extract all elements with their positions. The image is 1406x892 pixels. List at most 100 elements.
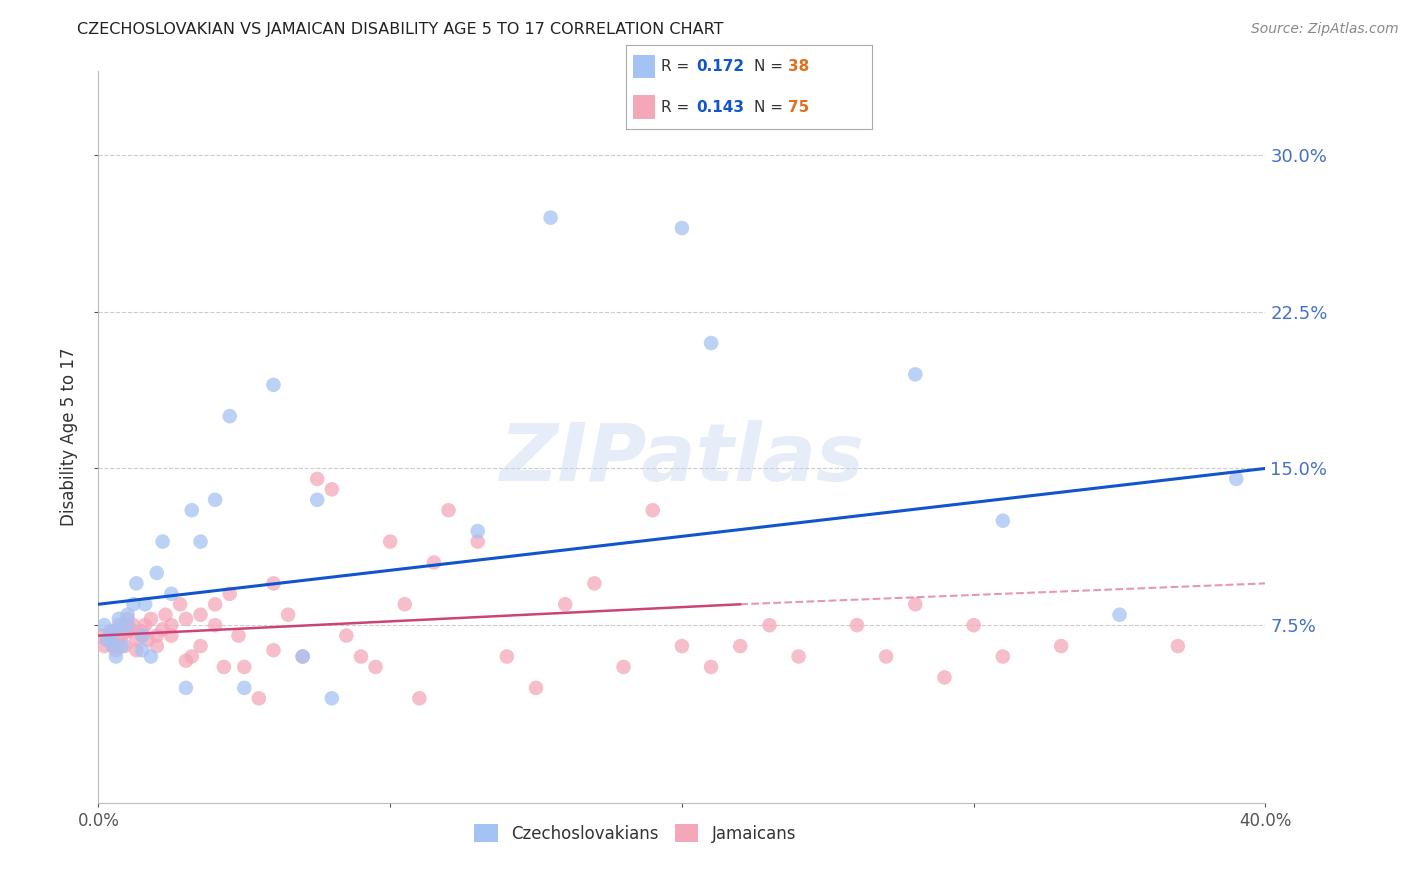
Point — [204, 618, 226, 632]
Point — [139, 649, 162, 664]
Point — [467, 534, 489, 549]
Point — [174, 654, 197, 668]
Point — [96, 632, 118, 647]
Point — [125, 643, 148, 657]
Point — [524, 681, 547, 695]
Point — [307, 472, 329, 486]
Legend: Czechoslovakians, Jamaicans: Czechoslovakians, Jamaicans — [468, 818, 803, 849]
Text: ZIPatlas: ZIPatlas — [499, 420, 865, 498]
Point — [114, 639, 136, 653]
Point — [180, 503, 202, 517]
Point — [380, 534, 402, 549]
Point — [139, 612, 162, 626]
Point — [204, 597, 226, 611]
Point — [131, 643, 153, 657]
Bar — [633, 95, 655, 120]
Point — [98, 624, 121, 639]
Point — [700, 336, 723, 351]
Y-axis label: Disability Age 5 to 17: Disability Age 5 to 17 — [60, 348, 79, 526]
Point — [408, 691, 430, 706]
Point — [120, 623, 142, 637]
Point — [190, 534, 212, 549]
Point — [263, 576, 285, 591]
Point — [1108, 607, 1130, 622]
Point — [155, 607, 177, 622]
Point — [233, 681, 256, 695]
Point — [307, 492, 329, 507]
Point — [108, 623, 131, 637]
Point — [321, 483, 343, 497]
Point — [174, 681, 197, 695]
Bar — [633, 54, 655, 78]
Text: CZECHOSLOVAKIAN VS JAMAICAN DISABILITY AGE 5 TO 17 CORRELATION CHART: CZECHOSLOVAKIAN VS JAMAICAN DISABILITY A… — [77, 22, 724, 37]
Point — [321, 691, 343, 706]
Point — [291, 649, 314, 664]
Point — [117, 607, 139, 622]
Point — [204, 492, 226, 507]
Text: R =: R = — [661, 100, 695, 115]
Point — [117, 624, 139, 639]
Point — [730, 639, 752, 653]
Point — [394, 597, 416, 611]
Point — [131, 629, 153, 643]
Point — [117, 612, 139, 626]
Point — [263, 643, 285, 657]
Point — [174, 612, 197, 626]
Point — [247, 691, 270, 706]
Text: 75: 75 — [787, 100, 810, 115]
Text: R =: R = — [661, 59, 695, 74]
Point — [1050, 639, 1073, 653]
Point — [101, 639, 124, 653]
Point — [875, 649, 897, 664]
Point — [613, 660, 636, 674]
Point — [131, 629, 153, 643]
Point — [96, 632, 118, 647]
Point — [1225, 472, 1247, 486]
Point — [101, 629, 124, 643]
Point — [190, 607, 212, 622]
Text: 38: 38 — [787, 59, 810, 74]
Point — [125, 632, 148, 647]
Point — [111, 639, 134, 653]
Point — [104, 649, 127, 664]
Point — [700, 660, 723, 674]
Point — [169, 597, 191, 611]
Text: 0.172: 0.172 — [696, 59, 744, 74]
Point — [496, 649, 519, 664]
Point — [437, 503, 460, 517]
Point — [962, 618, 984, 632]
Point — [125, 576, 148, 591]
Point — [671, 639, 693, 653]
Point — [991, 649, 1014, 664]
Point — [108, 612, 131, 626]
Point — [101, 639, 124, 653]
Point — [846, 618, 869, 632]
Point — [277, 607, 299, 622]
Point — [218, 587, 240, 601]
Point — [104, 643, 127, 657]
Point — [134, 618, 156, 632]
Point — [467, 524, 489, 538]
Point — [131, 624, 153, 639]
Text: Source: ZipAtlas.com: Source: ZipAtlas.com — [1251, 22, 1399, 37]
Point — [146, 629, 169, 643]
Point — [641, 503, 664, 517]
Point — [122, 618, 145, 632]
Point — [991, 514, 1014, 528]
Point — [335, 629, 357, 643]
Point — [98, 629, 121, 643]
Text: 0.143: 0.143 — [696, 100, 744, 115]
Point — [212, 660, 235, 674]
Point — [1167, 639, 1189, 653]
Point — [160, 618, 183, 632]
Point — [136, 632, 159, 647]
Point — [93, 639, 115, 653]
Point — [350, 649, 373, 664]
Point — [291, 649, 314, 664]
Point — [108, 618, 131, 632]
Point — [904, 368, 927, 382]
Point — [134, 597, 156, 611]
Point — [583, 576, 606, 591]
Point — [160, 587, 183, 601]
Point — [117, 618, 139, 632]
